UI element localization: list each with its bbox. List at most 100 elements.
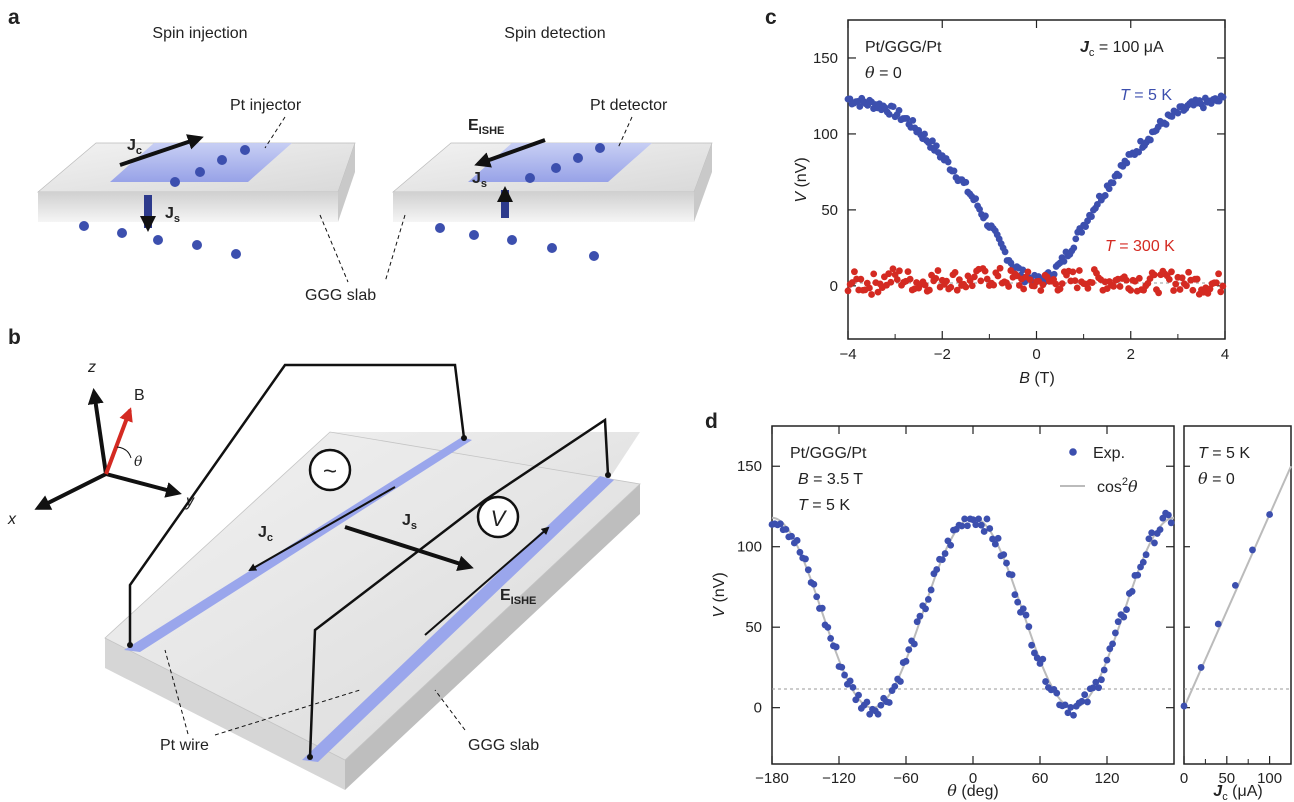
point-exp [1159, 514, 1167, 522]
point-5k [929, 137, 936, 145]
detection-slab [392, 142, 713, 222]
point-exp [902, 657, 910, 665]
data-points-d [768, 509, 1175, 719]
pt-wire-right [302, 476, 614, 762]
eishe-label-b: EISHE [500, 587, 536, 607]
point-300k [1123, 276, 1130, 284]
point-300k [1052, 280, 1060, 288]
point-exp [983, 515, 991, 523]
point-exp [1053, 689, 1061, 697]
x-tick-label-d-right: 0 [1180, 770, 1188, 787]
point-300k [994, 272, 1002, 280]
point-jc [1214, 620, 1222, 628]
point-5k [1168, 113, 1176, 120]
ticks-d: −180 −120 −60 0 60 120 0 50 100 150 0 50 100 [737, 426, 1282, 787]
point-exp [1123, 606, 1130, 614]
point-5k [885, 111, 893, 118]
point-exp [1148, 529, 1156, 537]
point-exp [782, 526, 790, 533]
point-300k [977, 277, 985, 285]
point-300k [874, 288, 882, 296]
eishe-label-a: EISHE [468, 117, 504, 137]
t-condition-d: T = 5 K [798, 497, 850, 514]
point-300k [1178, 274, 1186, 282]
point-300k [1024, 268, 1032, 276]
point-300k [996, 264, 1004, 272]
point-300k [1039, 281, 1047, 289]
point-5k [1084, 217, 1091, 225]
spin-injection-title: Spin injection [152, 25, 247, 42]
point-exp [1064, 709, 1072, 717]
panel-letter-d: d [705, 410, 718, 433]
point-exp [933, 566, 941, 573]
point-300k [1165, 275, 1173, 283]
theta-label-c: θ = 0 [865, 63, 902, 82]
point-5k [846, 95, 854, 103]
point-exp [1109, 640, 1116, 648]
point-exp [916, 612, 924, 620]
point-exp [1167, 519, 1175, 527]
point-exp [961, 515, 969, 523]
axis-z-label: z [87, 359, 96, 376]
point-exp [1014, 598, 1022, 606]
point-5k [1174, 109, 1182, 117]
axis-x-label: x [7, 511, 17, 528]
point-exp [832, 643, 840, 651]
point-exp [1139, 558, 1147, 566]
data-points-d-right [1180, 511, 1273, 710]
coordinate-axes: z x y B θ [7, 359, 195, 528]
point-300k [1088, 279, 1096, 287]
jc-condition-c: Jc = 100 μA [1080, 39, 1164, 59]
point-exp [1078, 697, 1086, 705]
point-5k [944, 158, 952, 166]
point-exp [1103, 656, 1111, 664]
cos2-fit-curve [771, 516, 1175, 709]
point-exp [855, 691, 862, 699]
point-exp [941, 550, 949, 557]
point-exp [824, 623, 832, 631]
point-300k [1170, 287, 1177, 294]
point-exp [793, 537, 801, 544]
point-jc [1249, 546, 1256, 554]
point-300k [962, 283, 970, 291]
y-tick-label-d: 150 [737, 458, 762, 475]
point-300k [1005, 283, 1013, 290]
point-exp [866, 710, 874, 718]
point-5k [1109, 179, 1117, 187]
point-300k [981, 267, 989, 275]
point-300k [1183, 282, 1190, 290]
point-exp [1120, 613, 1128, 621]
eishe-arrow-b [424, 526, 550, 636]
point-exp [986, 525, 994, 532]
y-axis-label-c: V (nV) [793, 157, 810, 202]
point-300k [947, 283, 955, 291]
point-5k [1050, 270, 1058, 278]
point-exp [827, 634, 835, 642]
ticks-c: −4 −2 0 2 4 0 50 100 150 [813, 20, 1229, 363]
point-5k [1101, 192, 1109, 199]
panel-letter-a: a [8, 6, 20, 29]
point-300k [1073, 284, 1081, 292]
point-exp [1142, 551, 1150, 559]
point-exp [1008, 571, 1016, 579]
y-tick-label-c: 0 [830, 278, 838, 295]
pt-wire-label: Pt wire [160, 737, 209, 754]
point-exp [863, 698, 871, 706]
voltmeter: V [476, 495, 520, 539]
point-300k [990, 281, 998, 289]
point-300k [1071, 277, 1079, 284]
point-300k [1069, 268, 1077, 276]
point-300k [1116, 283, 1124, 290]
x-tick-label-c: −4 [839, 346, 856, 363]
x-tick-label-d: 0 [969, 770, 977, 787]
point-exp [1111, 629, 1119, 637]
point-exp [1165, 511, 1172, 519]
point-5k [1078, 228, 1086, 236]
point-exp [846, 677, 854, 685]
point-300k [1172, 280, 1180, 288]
point-exp [1061, 701, 1069, 709]
injection-slab [37, 142, 356, 222]
spin-electrons [79, 143, 605, 261]
point-exp [938, 556, 946, 564]
point-exp [788, 532, 795, 540]
